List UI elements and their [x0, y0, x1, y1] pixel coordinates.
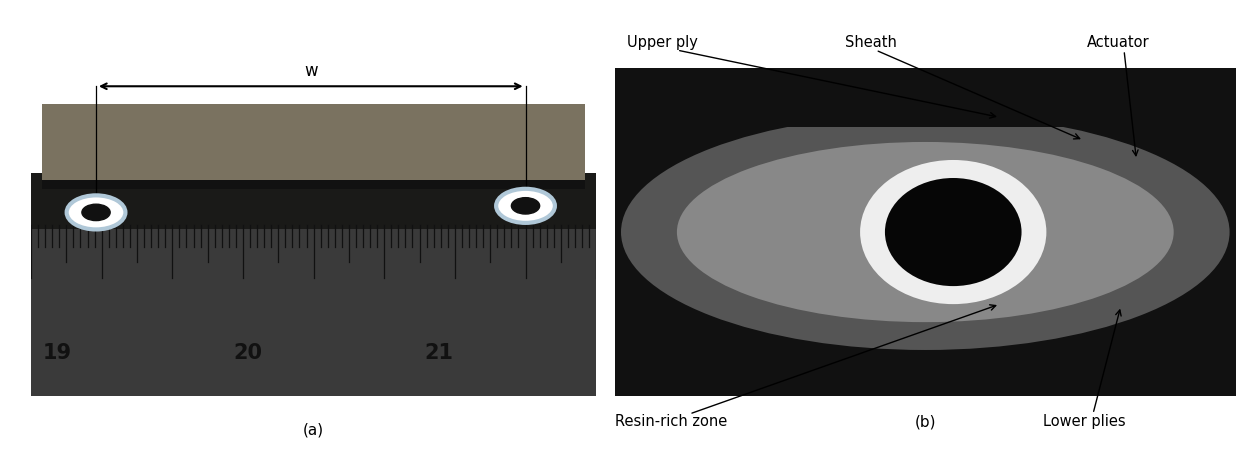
FancyBboxPatch shape — [615, 68, 1236, 396]
Ellipse shape — [859, 160, 1046, 304]
Text: Upper ply: Upper ply — [627, 35, 698, 50]
FancyBboxPatch shape — [31, 226, 596, 396]
Text: 21: 21 — [425, 343, 453, 363]
FancyBboxPatch shape — [615, 62, 1236, 127]
FancyBboxPatch shape — [42, 104, 585, 186]
Ellipse shape — [621, 114, 1230, 350]
Text: (a): (a) — [303, 422, 324, 437]
Circle shape — [82, 204, 111, 221]
FancyBboxPatch shape — [42, 180, 585, 189]
Circle shape — [512, 197, 540, 214]
Text: Actuator: Actuator — [1087, 35, 1149, 50]
Text: Resin-rich zone: Resin-rich zone — [615, 414, 727, 429]
Circle shape — [67, 195, 125, 229]
Ellipse shape — [677, 142, 1174, 322]
Text: (b): (b) — [914, 414, 936, 429]
Text: w: w — [304, 62, 318, 80]
Ellipse shape — [884, 178, 1021, 286]
Circle shape — [496, 189, 555, 223]
Text: 20: 20 — [233, 343, 262, 363]
Text: 19: 19 — [42, 343, 72, 363]
FancyBboxPatch shape — [31, 173, 596, 229]
FancyBboxPatch shape — [615, 373, 1236, 396]
Text: Sheath: Sheath — [845, 35, 897, 50]
Text: Lower plies: Lower plies — [1043, 414, 1126, 429]
